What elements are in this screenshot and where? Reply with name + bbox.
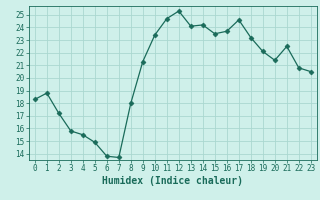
X-axis label: Humidex (Indice chaleur): Humidex (Indice chaleur): [102, 176, 243, 186]
